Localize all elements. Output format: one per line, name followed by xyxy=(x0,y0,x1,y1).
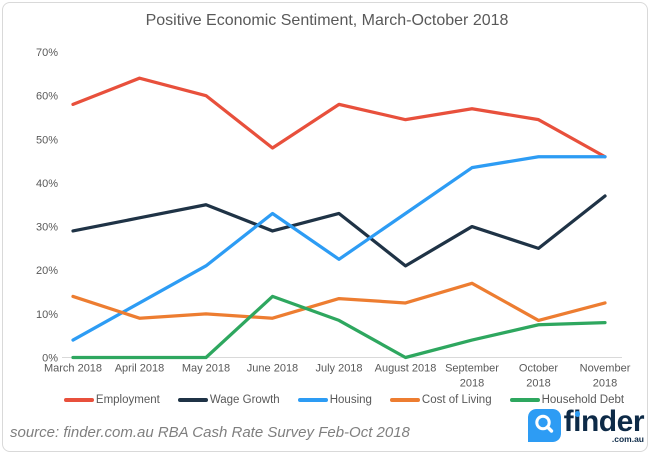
legend-label: Household Debt xyxy=(541,394,625,406)
brand-i-dot xyxy=(574,411,581,417)
legend-swatch-cost-of-living xyxy=(389,398,420,402)
line-chart: 0% 10% 20% 30% 40% 50% 60% 70% March 2018 April 2… xyxy=(36,47,631,390)
y-axis-label: 60% xyxy=(36,91,58,103)
finder-wordmark: finder .com.au xyxy=(564,407,645,444)
series-line-cost-of-living xyxy=(71,281,607,323)
legend-label: Cost of Living xyxy=(421,394,492,406)
legend-item-employment: Employment xyxy=(63,394,160,406)
x-axis-label: May 2018 xyxy=(182,363,230,375)
x-axis-label: June 2018 xyxy=(247,363,298,375)
series-line-employment xyxy=(71,76,607,159)
x-axis-label: November 2018 xyxy=(580,363,631,390)
legend-label: Employment xyxy=(95,394,160,406)
y-axis-label: 20% xyxy=(36,265,58,277)
y-axis-label: 0% xyxy=(42,353,58,365)
series-line-wage-growth xyxy=(71,194,607,268)
chart-legend: Employment Wage Growth Housing Cost of Livi… xyxy=(63,394,625,406)
x-axis-label: October 2018 xyxy=(519,363,558,390)
y-axis-label: 70% xyxy=(36,47,58,59)
series-line-household-debt xyxy=(71,294,607,360)
legend-swatch-housing xyxy=(297,398,328,402)
legend-swatch-household-debt xyxy=(509,398,540,402)
y-axis-label: 10% xyxy=(36,309,58,321)
x-axis-label: July 2018 xyxy=(315,363,362,375)
y-axis-label: 50% xyxy=(36,134,58,146)
chart-title: Positive Economic Sentiment, March-Octob… xyxy=(145,12,509,29)
x-axis-label: September 2018 xyxy=(445,363,499,390)
x-axis-label: August 2018 xyxy=(375,363,437,375)
legend-swatch-employment xyxy=(63,398,94,402)
x-axis-label: April 2018 xyxy=(115,363,165,375)
legend-item-cost-of-living: Cost of Living xyxy=(389,394,492,406)
legend-item-housing: Housing xyxy=(297,394,372,406)
finder-domain-suffix: .com.au xyxy=(611,434,644,444)
chart-card-frame xyxy=(2,2,648,452)
legend-item-household-debt: Household Debt xyxy=(509,394,625,406)
source-note: source: finder.com.au RBA Cash Rate Surv… xyxy=(10,424,410,441)
legend-swatch-wage-growth xyxy=(177,398,208,402)
legend-label: Wage Growth xyxy=(209,394,280,406)
y-axis-label: 30% xyxy=(36,222,58,234)
series-line-housing xyxy=(71,155,607,342)
legend-item-wage-growth: Wage Growth xyxy=(177,394,280,406)
x-axis-label: March 2018 xyxy=(44,363,102,375)
magnifier-bubble-icon xyxy=(527,409,561,442)
legend-label: Housing xyxy=(329,394,372,406)
finder-logo: finder .com.au xyxy=(527,407,645,444)
y-axis-label: 40% xyxy=(36,178,58,190)
